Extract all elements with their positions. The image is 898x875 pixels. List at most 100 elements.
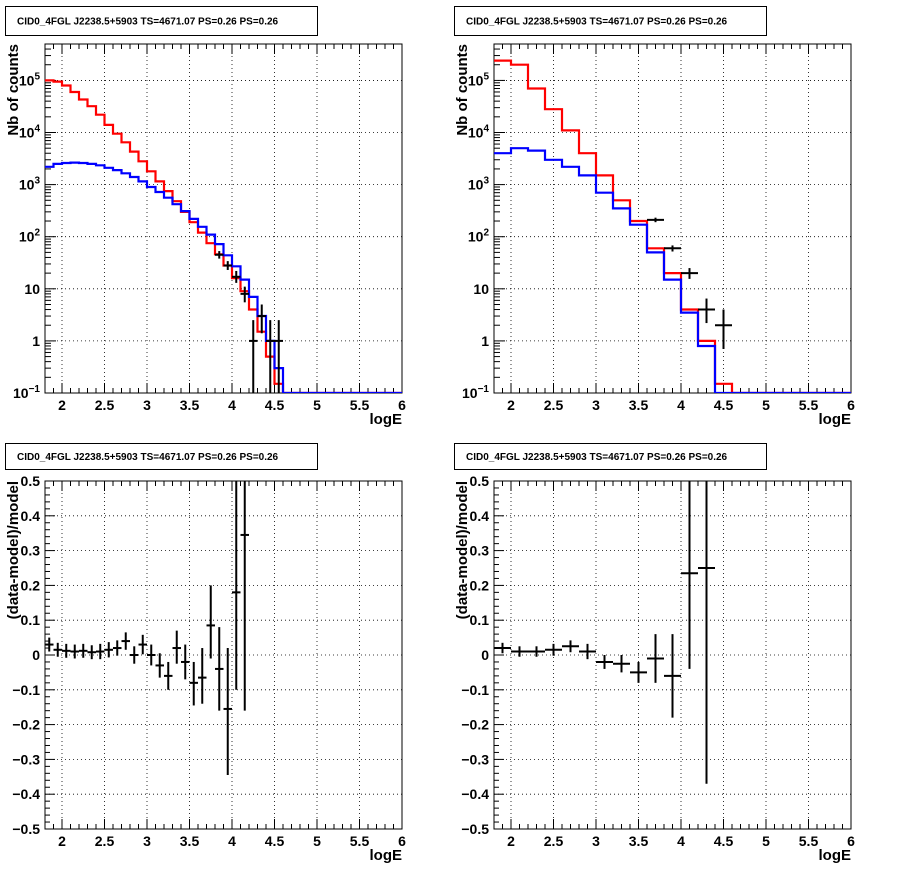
x-tick-label: 5: [762, 833, 770, 849]
data-point: [206, 585, 215, 659]
y-tick-label: −0.4: [12, 786, 40, 802]
y-tick-label: 10: [473, 281, 489, 297]
y-tick-label: 104: [468, 124, 490, 141]
histogram-series-group: [45, 79, 402, 393]
data-point: [715, 309, 732, 349]
x-tick-label: 2.5: [544, 397, 564, 413]
y-tick-base: 10: [19, 229, 35, 245]
y-tick-exponent: 4: [34, 124, 40, 135]
x-tick-label: 2: [507, 833, 515, 849]
y-tick-label: 0.4: [470, 508, 490, 524]
y-tick-label: −0.5: [12, 821, 40, 837]
chart-panel-3: CID0_4FGL J2238.5+5903 TS=4671.07 PS=0.2…: [5, 443, 406, 864]
y-tick-label: 10: [24, 281, 40, 297]
x-tick-label: 4.5: [265, 833, 285, 849]
y-tick-exponent: 2: [34, 228, 40, 239]
data-point: [104, 642, 113, 658]
data-point: [545, 643, 562, 656]
plot-frame: [44, 43, 403, 394]
y-tick-label: 0.1: [21, 612, 41, 628]
data-point: [164, 661, 173, 690]
x-tick-label: 6: [847, 833, 855, 849]
x-tick-label: 5: [762, 397, 770, 413]
data-point: [147, 644, 156, 666]
data-point: [528, 646, 545, 657]
x-tick-label: 3: [592, 833, 600, 849]
histogram-series-group: [494, 59, 851, 393]
chart-title-box: CID0_4FGL J2238.5+5903 TS=4671.07 PS=0.2…: [454, 6, 767, 36]
y-tick-base: 10: [19, 177, 35, 193]
chart-panel-4: CID0_4FGL J2238.5+5903 TS=4671.07 PS=0.2…: [454, 443, 855, 864]
data-point: [232, 270, 241, 283]
x-tick-label: 5.5: [350, 397, 370, 413]
y-tick-label: 0.1: [470, 612, 490, 628]
y-tick-label: 0: [481, 647, 489, 663]
y-tick-label: −0.3: [12, 751, 40, 767]
data-point: [698, 298, 715, 324]
chart-title-box: CID0_4FGL J2238.5+5903 TS=4671.07 PS=0.2…: [454, 443, 767, 470]
data-point: [249, 320, 258, 393]
data-point: [494, 642, 511, 654]
y-tick-exponent: 3: [483, 176, 489, 187]
y-tick-exponent: 3: [34, 176, 40, 187]
y-tick-label: −0.3: [461, 751, 489, 767]
data-point: [79, 643, 88, 658]
y-tick-label: 102: [19, 228, 41, 245]
plot-frame: [493, 43, 852, 394]
data-point: [511, 646, 528, 657]
y-tick-exponent: −1: [478, 384, 490, 395]
x-tick-label: 4: [228, 833, 236, 849]
data-point: [579, 643, 596, 660]
x-tick-label: 3: [143, 397, 151, 413]
x-axis-label: logE: [819, 847, 852, 864]
y-tick-label: −0.1: [461, 682, 489, 698]
x-axis-ticks: [493, 481, 852, 829]
histogram-series-blue: [494, 147, 851, 393]
chart-title-box: CID0_4FGL J2238.5+5903 TS=4671.07 PS=0.2…: [5, 6, 318, 36]
x-tick-label: 4.5: [265, 397, 285, 413]
x-tick-label: 4: [228, 397, 236, 413]
data-point: [198, 648, 207, 704]
data-point: [630, 661, 647, 683]
chart-title-frame: [5, 443, 318, 470]
data-point: [138, 634, 147, 655]
y-tick-label: 105: [468, 71, 490, 88]
y-axis-label: Nb of counts: [454, 44, 471, 136]
data-point: [96, 643, 105, 660]
y-tick-label: 0.2: [470, 577, 490, 593]
chart-title: CID0_4FGL J2238.5+5903 TS=4671.07 PS=0.2…: [466, 452, 728, 463]
x-tick-label: 4.5: [714, 833, 734, 849]
y-tick-base: 10: [468, 72, 484, 88]
data-point: [681, 268, 698, 279]
y-tick-label: 102: [468, 228, 490, 245]
y-tick-label: −0.2: [461, 717, 489, 733]
x-tick-label: 6: [398, 397, 406, 413]
data-points-group: [45, 481, 249, 776]
x-tick-label: 2.5: [95, 397, 115, 413]
data-point: [113, 640, 122, 656]
data-point: [121, 632, 130, 650]
data-point: [596, 655, 613, 669]
data-point: [189, 661, 198, 706]
y-tick-label: 0.3: [21, 543, 41, 559]
y-tick-label: 0.2: [21, 577, 41, 593]
y-tick-label: 105: [19, 71, 41, 88]
x-tick-label: 5.5: [799, 397, 819, 413]
data-point: [240, 286, 249, 303]
y-tick-label: 1: [481, 333, 489, 349]
y-tick-exponent: −1: [29, 384, 41, 395]
y-tick-label: 104: [19, 124, 41, 141]
y-tick-exponent: 5: [34, 71, 40, 82]
x-tick-label: 5.5: [350, 833, 370, 849]
x-tick-label: 2: [58, 833, 66, 849]
x-axis-ticks: [44, 44, 403, 393]
x-tick-label: 3.5: [180, 833, 200, 849]
chart-panel-1: CID0_4FGL J2238.5+5903 TS=4671.07 PS=0.2…: [5, 6, 406, 428]
data-point: [181, 644, 190, 680]
chart-title: CID0_4FGL J2238.5+5903 TS=4671.07 PS=0.2…: [17, 17, 279, 28]
y-tick-label: 1: [32, 333, 40, 349]
y-tick-base: 10: [468, 177, 484, 193]
data-point: [130, 646, 139, 664]
x-tick-label: 6: [847, 397, 855, 413]
y-tick-base: 10: [468, 229, 484, 245]
